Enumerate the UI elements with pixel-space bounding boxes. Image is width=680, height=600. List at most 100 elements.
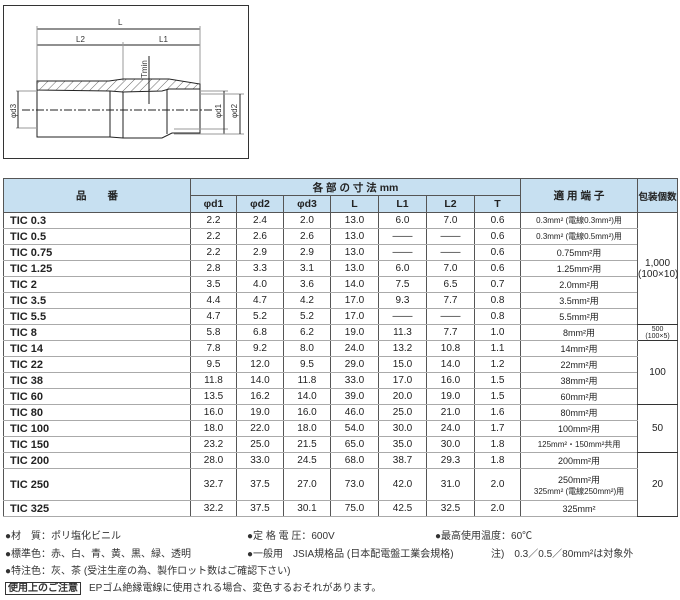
table-row: TIC 22 9.5 12.0 9.5 29.0 15.0 14.0 1.2 22mm²用 <box>3 356 678 373</box>
label-d1: φd1 <box>214 103 223 118</box>
dimension-value: 24.0 <box>426 420 475 437</box>
dimension-value: 3.1 <box>283 260 331 277</box>
note-voltage: ●定 格 電 圧：600V <box>247 531 335 542</box>
product-code: TIC 22 <box>3 356 191 373</box>
dimension-value: 6.5 <box>426 276 475 293</box>
dimension-value: 6.0 <box>378 260 427 277</box>
applicable-terminal: 250mm²用 325mm² (電線250mm²)用 <box>520 468 639 501</box>
table-row: TIC 150 23.2 25.0 21.5 65.0 35.0 30.0 1.8 125mm²… <box>3 436 678 453</box>
dimension-value: 6.8 <box>236 324 284 341</box>
product-code: TIC 150 <box>3 436 191 453</box>
dimension-value: 9.5 <box>190 356 237 373</box>
applicable-terminal: 5.5mm²用 <box>520 308 639 325</box>
table-row: TIC 1.25 2.8 3.3 3.1 13.0 6.0 7.0 0.6 1.25mm²用 <box>3 260 678 277</box>
dimension-value: 16.0 <box>283 404 331 421</box>
dimension-value: 9.2 <box>236 340 284 357</box>
dimension-value: 23.2 <box>190 436 237 453</box>
pack-quantity: 500 (100×5) <box>637 324 679 341</box>
dimension-value: 27.0 <box>283 468 331 501</box>
dimension-value: 21.5 <box>283 436 331 453</box>
dimension-value: 4.4 <box>190 292 237 309</box>
dimension-value: 13.0 <box>330 228 379 245</box>
dimension-value: 2.4 <box>236 212 284 229</box>
product-code: TIC 200 <box>3 452 191 469</box>
dimension-value: 7.8 <box>190 340 237 357</box>
dimension-value: —— <box>426 228 475 245</box>
dimension-value: 65.0 <box>330 436 379 453</box>
table-row: TIC 8 5.8 6.8 6.2 19.0 11.3 7.7 1.0 8mm²用 500 (100… <box>3 324 679 341</box>
dimension-value: 2.9 <box>236 244 284 261</box>
dimension-value: 7.0 <box>426 212 475 229</box>
dimension-value: 3.3 <box>236 260 284 277</box>
product-code: TIC 1.25 <box>3 260 191 277</box>
dimension-value: 31.0 <box>426 468 475 501</box>
applicable-terminal: 125mm²・150mm²共用 <box>520 436 639 453</box>
product-code: TIC 100 <box>3 420 191 437</box>
label-d3: φd3 <box>9 103 18 118</box>
applicable-terminal: 2.0mm²用 <box>520 276 639 293</box>
applicable-terminal: 0.3mm² (電線0.3mm²)用 <box>520 212 639 229</box>
table-row: TIC 5.5 4.7 5.2 5.2 17.0 —— —— 0.8 5.5mm²用 <box>3 308 678 325</box>
dimension-value: 75.0 <box>330 500 379 517</box>
dimension-value: 8.0 <box>283 340 331 357</box>
dimension-value: 73.0 <box>330 468 379 501</box>
product-code: TIC 0.3 <box>3 212 191 229</box>
pack-breakdown: (100×10) <box>638 268 679 280</box>
dimension-value: 18.0 <box>190 420 237 437</box>
dimension-value: 11.3 <box>378 324 427 341</box>
pack-quantity: 20 <box>637 452 679 517</box>
header-col: L1 <box>378 195 427 213</box>
dimension-value: 16.0 <box>190 404 237 421</box>
dimension-value: 13.5 <box>190 388 237 405</box>
caution: 使用上のご注意 EPゴム絶縁電線に使用される場合、変色するおそれがあります。 <box>5 579 381 595</box>
dimension-value: 7.5 <box>378 276 427 293</box>
dimension-value: 14.0 <box>283 388 331 405</box>
dimension-value: 29.3 <box>426 452 475 469</box>
dimension-value: 2.6 <box>283 228 331 245</box>
dimension-value: 1.7 <box>473 420 522 437</box>
dimension-value: 24.5 <box>283 452 331 469</box>
dimension-value: 1.8 <box>473 436 522 453</box>
dimension-value: 35.0 <box>378 436 427 453</box>
dimension-value: 11.8 <box>190 372 237 389</box>
dimension-value: 5.8 <box>190 324 237 341</box>
note-jsia: ●一般用 JSIA規格品 (日本配電盤工業会規格) <box>247 549 454 560</box>
dimension-value: 0.6 <box>473 260 522 277</box>
applicable-terminal: 3.5mm²用 <box>520 292 639 309</box>
pack-count: 100 <box>649 367 666 378</box>
dimension-diagram: L L2 L1 Tmin φd3 φd1 φd2 <box>3 5 249 159</box>
product-code: TIC 14 <box>3 340 191 357</box>
header-col: φd2 <box>236 195 284 213</box>
dimension-value: 33.0 <box>330 372 379 389</box>
dimension-value: 13.0 <box>330 212 379 229</box>
dimension-value: 0.6 <box>473 228 522 245</box>
dimension-value: 30.1 <box>283 500 331 517</box>
dimension-value: 38.7 <box>378 452 427 469</box>
dimension-value: 14.0 <box>236 372 284 389</box>
dimension-value: 15.0 <box>378 356 427 373</box>
dimension-value: 9.5 <box>283 356 331 373</box>
dimension-value: 24.0 <box>330 340 379 357</box>
dimension-value: 9.3 <box>378 292 427 309</box>
dimension-value: 33.0 <box>236 452 284 469</box>
table-row: TIC 200 28.0 33.0 24.5 68.0 38.7 29.3 1.8 200mm²… <box>3 452 679 517</box>
pack-quantity: 50 <box>637 404 679 453</box>
table-row: TIC 60 13.5 16.2 14.0 39.0 20.0 19.0 1.5 60mm²用 <box>3 388 678 405</box>
dimension-value: 5.2 <box>283 308 331 325</box>
applicable-terminal: 1.25mm²用 <box>520 260 639 277</box>
dimension-value: 19.0 <box>426 388 475 405</box>
dimension-value: 19.0 <box>236 404 284 421</box>
note-temperature: ●最高使用温度：60℃ <box>435 531 533 542</box>
pack-count: 500 <box>651 325 664 333</box>
dimension-value: 1.2 <box>473 356 522 373</box>
dimension-value: 46.0 <box>330 404 379 421</box>
dimension-value: 39.0 <box>330 388 379 405</box>
notes-line-1: ●材 質：ポリ塩化ビニル ●定 格 電 圧：600V ●最高使用温度：60℃ <box>5 527 532 542</box>
product-code: TIC 2 <box>3 276 191 293</box>
applicable-terminal: 8mm²用 <box>520 324 639 341</box>
dimension-value: 2.0 <box>283 212 331 229</box>
header-col: L <box>330 195 379 213</box>
dimension-value: 3.5 <box>190 276 237 293</box>
terminal-line: 325mm² (電線250mm²)用 <box>533 486 625 496</box>
pack-quantity: 100 <box>637 340 679 405</box>
